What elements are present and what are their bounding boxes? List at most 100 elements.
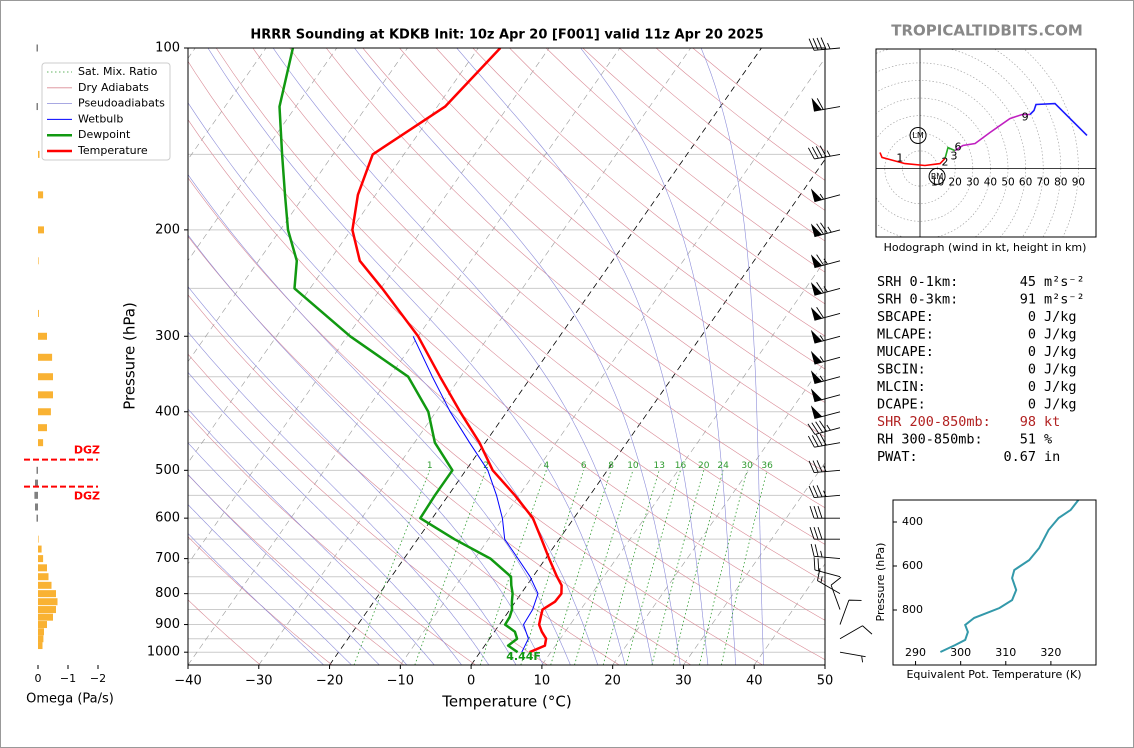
mixing-ratio-label: 8 xyxy=(608,461,614,471)
omega-x-tick-label: 0 xyxy=(35,672,42,685)
skewt-data xyxy=(278,48,563,654)
mixing-ratio-line xyxy=(602,470,660,665)
dry-adiabat xyxy=(188,119,825,661)
parameter-label: SBCAPE: xyxy=(877,309,934,325)
hodograph-line xyxy=(954,113,1030,152)
theta-y-tick-label: 600 xyxy=(902,559,923,572)
omega-bar xyxy=(38,628,44,636)
mixing-ratio-line xyxy=(651,470,705,665)
pseudoadiabat xyxy=(188,286,517,665)
pseudoadiabat xyxy=(456,48,709,665)
wind-barb xyxy=(807,433,841,448)
omega-bar xyxy=(35,479,38,487)
wind-barb xyxy=(839,651,866,663)
storm-motion-label: LM xyxy=(912,131,923,140)
isotherm xyxy=(258,48,691,665)
y-tick-label: 300 xyxy=(155,329,180,344)
legend-label: Wetbulb xyxy=(78,112,123,125)
storm-motion-marker xyxy=(909,126,927,144)
omega-bar xyxy=(36,514,38,522)
x-tick-label: 30 xyxy=(675,674,692,689)
storm-motion-marker xyxy=(928,167,946,185)
wind-barb xyxy=(807,145,841,160)
y-axis-title: Pressure (hPa) xyxy=(121,302,139,410)
legend-label: Sat. Mix. Ratio xyxy=(78,65,158,78)
mixing-ratio-line xyxy=(672,470,724,665)
theta-e-frame xyxy=(892,499,1097,666)
theta-x-tick-label: 320 xyxy=(1040,646,1061,659)
omega-bar xyxy=(36,103,38,111)
theta-x-tick-label: 310 xyxy=(995,646,1016,659)
hodograph-line xyxy=(879,152,946,167)
theta-e-y-title: Pressure (hPa) xyxy=(874,543,887,622)
wind-barb xyxy=(810,307,841,321)
parameter-unit: J/kg xyxy=(1044,362,1077,378)
y-tick-label: 600 xyxy=(155,511,180,526)
mixing-ratio-line xyxy=(479,470,547,665)
dry-adiabat xyxy=(188,599,261,665)
omega-bar xyxy=(38,257,39,265)
pseudoadiabat xyxy=(272,48,653,665)
wind-barb xyxy=(808,460,841,474)
x-tick-label: −10 xyxy=(387,674,414,689)
wind-barb xyxy=(809,527,840,540)
dry-adiabat xyxy=(188,294,620,665)
parameter-value: 51 xyxy=(1020,432,1036,448)
y-tick-label: 400 xyxy=(155,404,180,419)
mixing-ratio-line xyxy=(721,470,768,665)
mixing-ratio-line xyxy=(626,470,681,665)
omega-bar xyxy=(38,191,44,199)
y-tick-label: 500 xyxy=(155,463,180,478)
theta-y-tick-label: 800 xyxy=(902,603,923,616)
parameter-value: 91 xyxy=(1020,292,1036,308)
dry-adiabat xyxy=(399,48,825,403)
omega-bar xyxy=(38,353,53,361)
hodograph-line xyxy=(944,146,956,159)
pseudoadiabat xyxy=(188,174,571,665)
x-tick-label: −30 xyxy=(245,674,272,689)
parameter-unit: m²s⁻² xyxy=(1044,292,1085,308)
height-label: 2 xyxy=(941,156,948,169)
parameter-label: RH 300-850mb: xyxy=(877,432,983,448)
parameter-value: 0 xyxy=(1028,327,1036,343)
profile-line xyxy=(412,336,539,653)
pseudoadiabat xyxy=(188,408,435,665)
parameter-value: 0.67 xyxy=(1003,449,1036,465)
pseudoadiabat xyxy=(188,371,462,665)
wind-barb xyxy=(810,405,841,420)
dry-adiabat xyxy=(188,413,476,665)
wind-barb xyxy=(817,568,841,595)
omega-bar xyxy=(38,373,53,381)
wind-barb xyxy=(807,420,841,435)
omega-bar xyxy=(38,573,49,581)
y-tick-label: 700 xyxy=(155,551,180,566)
wind-barb xyxy=(810,370,841,385)
parameter-label: DCAPE: xyxy=(877,397,926,413)
dry-adiabat xyxy=(188,177,763,665)
height-label: 3 xyxy=(950,150,957,163)
omega-axis-title: Omega (Pa/s) xyxy=(26,692,114,707)
isotherm xyxy=(329,48,762,665)
x-tick-label: 50 xyxy=(817,674,834,689)
hodograph-ring-label: 50 xyxy=(1001,176,1014,188)
omega-bar xyxy=(38,598,58,606)
mixing-ratio-line xyxy=(520,470,585,665)
dry-adiabat xyxy=(188,353,548,665)
y-tick-label: 1000 xyxy=(147,645,180,660)
mixing-ratio-label: 4 xyxy=(543,461,549,471)
isotherm xyxy=(612,361,825,665)
dry-adiabat xyxy=(472,48,825,337)
parameter-label: MLCIN: xyxy=(877,379,926,395)
wind-barb xyxy=(810,388,841,403)
wind-barb xyxy=(811,97,841,112)
parameter-unit: J/kg xyxy=(1044,309,1077,325)
parameter-unit: J/kg xyxy=(1044,397,1077,413)
omega-bar xyxy=(34,491,38,499)
wind-barb xyxy=(810,350,841,365)
parameter-value: 45 xyxy=(1020,274,1036,290)
dry-adiabat xyxy=(289,48,825,509)
pseudoadiabat xyxy=(188,504,352,665)
isotherm xyxy=(541,260,825,665)
omega-bar xyxy=(38,581,52,589)
